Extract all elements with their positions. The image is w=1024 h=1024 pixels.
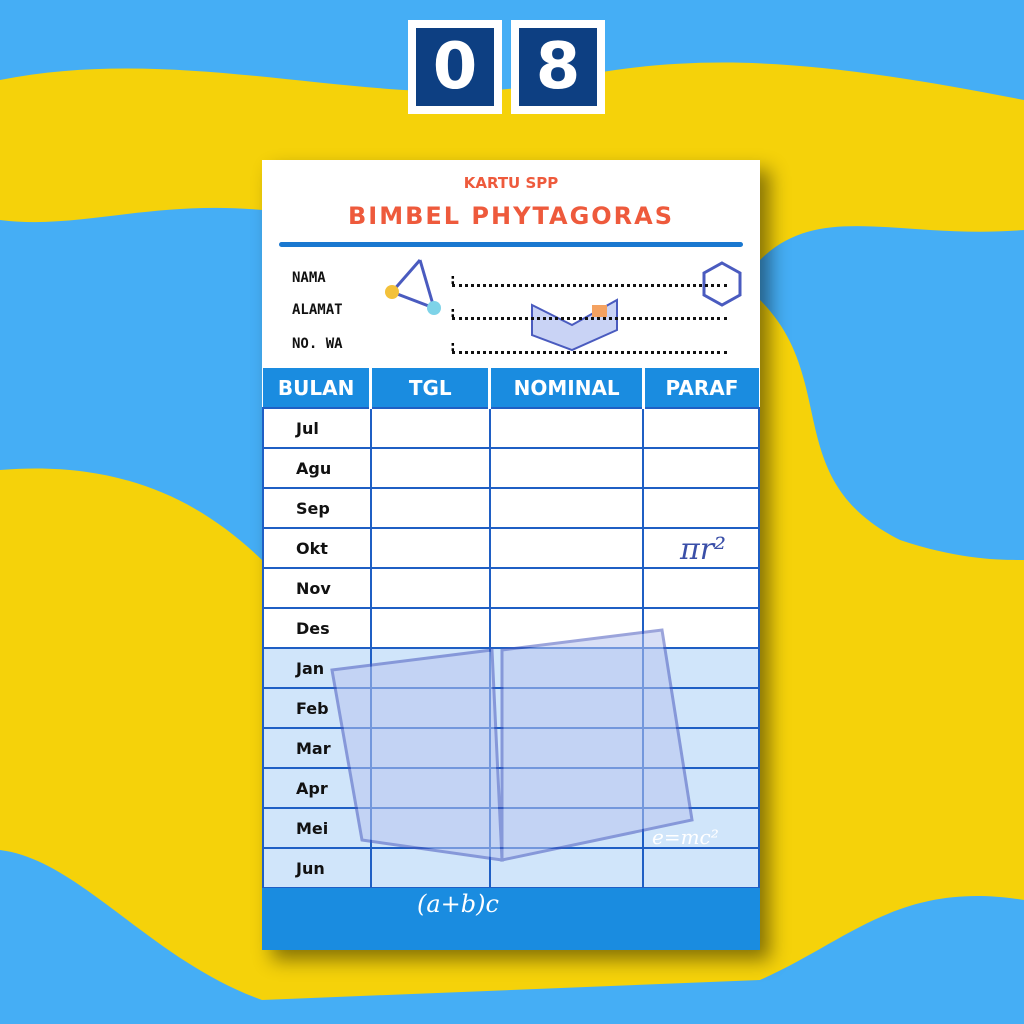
paraf-cell[interactable]: [642, 767, 760, 809]
col-paraf: PARAF: [643, 368, 759, 408]
nominal-cell[interactable]: [488, 847, 645, 889]
month-cell: Feb: [262, 687, 372, 729]
nominal-cell[interactable]: [488, 407, 645, 449]
payment-table: BULAN TGL NOMINAL PARAF Jul Agu Sep Okt Nov D…: [262, 368, 760, 889]
paraf-cell[interactable]: [642, 607, 760, 649]
triangle-icon: [385, 259, 441, 315]
tgl-cell[interactable]: [369, 567, 491, 609]
table-row: Okt: [262, 527, 760, 569]
paraf-cell[interactable]: [642, 487, 760, 529]
month-cell: Des: [262, 607, 372, 649]
field-input-nowa[interactable]: [452, 342, 727, 354]
paraf-cell[interactable]: [642, 567, 760, 609]
colon: :: [450, 272, 456, 288]
paraf-cell[interactable]: [642, 687, 760, 729]
spp-card: KARTU SPP BIMBEL PHYTAGORAS NAMA ALAMAT …: [262, 160, 760, 950]
table-row: Agu: [262, 447, 760, 489]
nominal-cell[interactable]: [488, 807, 645, 849]
colon: :: [450, 305, 456, 321]
card-footer: (a+b)c: [262, 888, 760, 950]
nominal-cell[interactable]: [488, 687, 645, 729]
tgl-cell[interactable]: [369, 527, 491, 569]
card-subtitle: KARTU SPP: [463, 174, 559, 192]
tgl-cell[interactable]: [369, 807, 491, 849]
tgl-cell[interactable]: [369, 607, 491, 649]
tgl-cell[interactable]: [369, 767, 491, 809]
digit-text: 0: [416, 28, 494, 106]
card-title: BIMBEL PHYTAGORAS: [347, 202, 675, 230]
month-cell: Jul: [262, 407, 372, 449]
tgl-cell[interactable]: [369, 687, 491, 729]
tgl-cell[interactable]: [369, 727, 491, 769]
nominal-cell[interactable]: [488, 767, 645, 809]
footer-formula: (a+b)c: [417, 890, 499, 918]
month-cell: Okt: [262, 527, 372, 569]
month-cell: Jun: [262, 847, 372, 889]
table-row: Nov: [262, 567, 760, 609]
table-row: Jul: [262, 407, 760, 449]
nominal-cell[interactable]: [488, 727, 645, 769]
paraf-cell[interactable]: [642, 647, 760, 689]
month-cell: Mei: [262, 807, 372, 849]
nominal-cell[interactable]: [488, 527, 645, 569]
col-nominal: NOMINAL: [489, 368, 645, 408]
paraf-cell[interactable]: [642, 727, 760, 769]
tgl-cell[interactable]: [369, 847, 491, 889]
badge-digit-0: 0: [408, 20, 502, 114]
paraf-cell[interactable]: [642, 847, 760, 889]
field-label-alamat: ALAMAT: [292, 302, 343, 318]
col-tgl: TGL: [370, 368, 492, 408]
field-input-nama[interactable]: [452, 275, 727, 287]
month-cell: Jan: [262, 647, 372, 689]
colon: :: [450, 339, 456, 355]
nominal-cell[interactable]: [488, 447, 645, 489]
nominal-cell[interactable]: [488, 647, 645, 689]
month-cell: Mar: [262, 727, 372, 769]
tgl-cell[interactable]: [369, 487, 491, 529]
month-cell: Apr: [262, 767, 372, 809]
field-label-nama: NAMA: [292, 270, 326, 286]
month-cell: Nov: [262, 567, 372, 609]
nominal-cell[interactable]: [488, 487, 645, 529]
table-row: Apr: [262, 767, 760, 809]
paraf-cell[interactable]: [642, 407, 760, 449]
field-label-nowa: NO. WA: [292, 336, 343, 352]
tgl-cell[interactable]: [369, 407, 491, 449]
col-bulan: BULAN: [263, 368, 373, 408]
table-row: Jun: [262, 847, 760, 889]
tgl-cell[interactable]: [369, 447, 491, 489]
table-row: Mei: [262, 807, 760, 849]
paraf-cell[interactable]: [642, 447, 760, 489]
paraf-cell[interactable]: [642, 807, 760, 849]
tgl-cell[interactable]: [369, 647, 491, 689]
table-row: Mar: [262, 727, 760, 769]
digit-text: 8: [519, 28, 597, 106]
nominal-cell[interactable]: [488, 567, 645, 609]
nominal-cell[interactable]: [488, 607, 645, 649]
table-row: Jan: [262, 647, 760, 689]
badge-digit-1: 8: [511, 20, 605, 114]
table-row: Des: [262, 607, 760, 649]
month-cell: Sep: [262, 487, 372, 529]
table-row: Feb: [262, 687, 760, 729]
table-row: Sep: [262, 487, 760, 529]
month-cell: Agu: [262, 447, 372, 489]
paraf-cell[interactable]: [642, 527, 760, 569]
divider: [279, 242, 743, 247]
field-input-alamat[interactable]: [452, 308, 727, 320]
